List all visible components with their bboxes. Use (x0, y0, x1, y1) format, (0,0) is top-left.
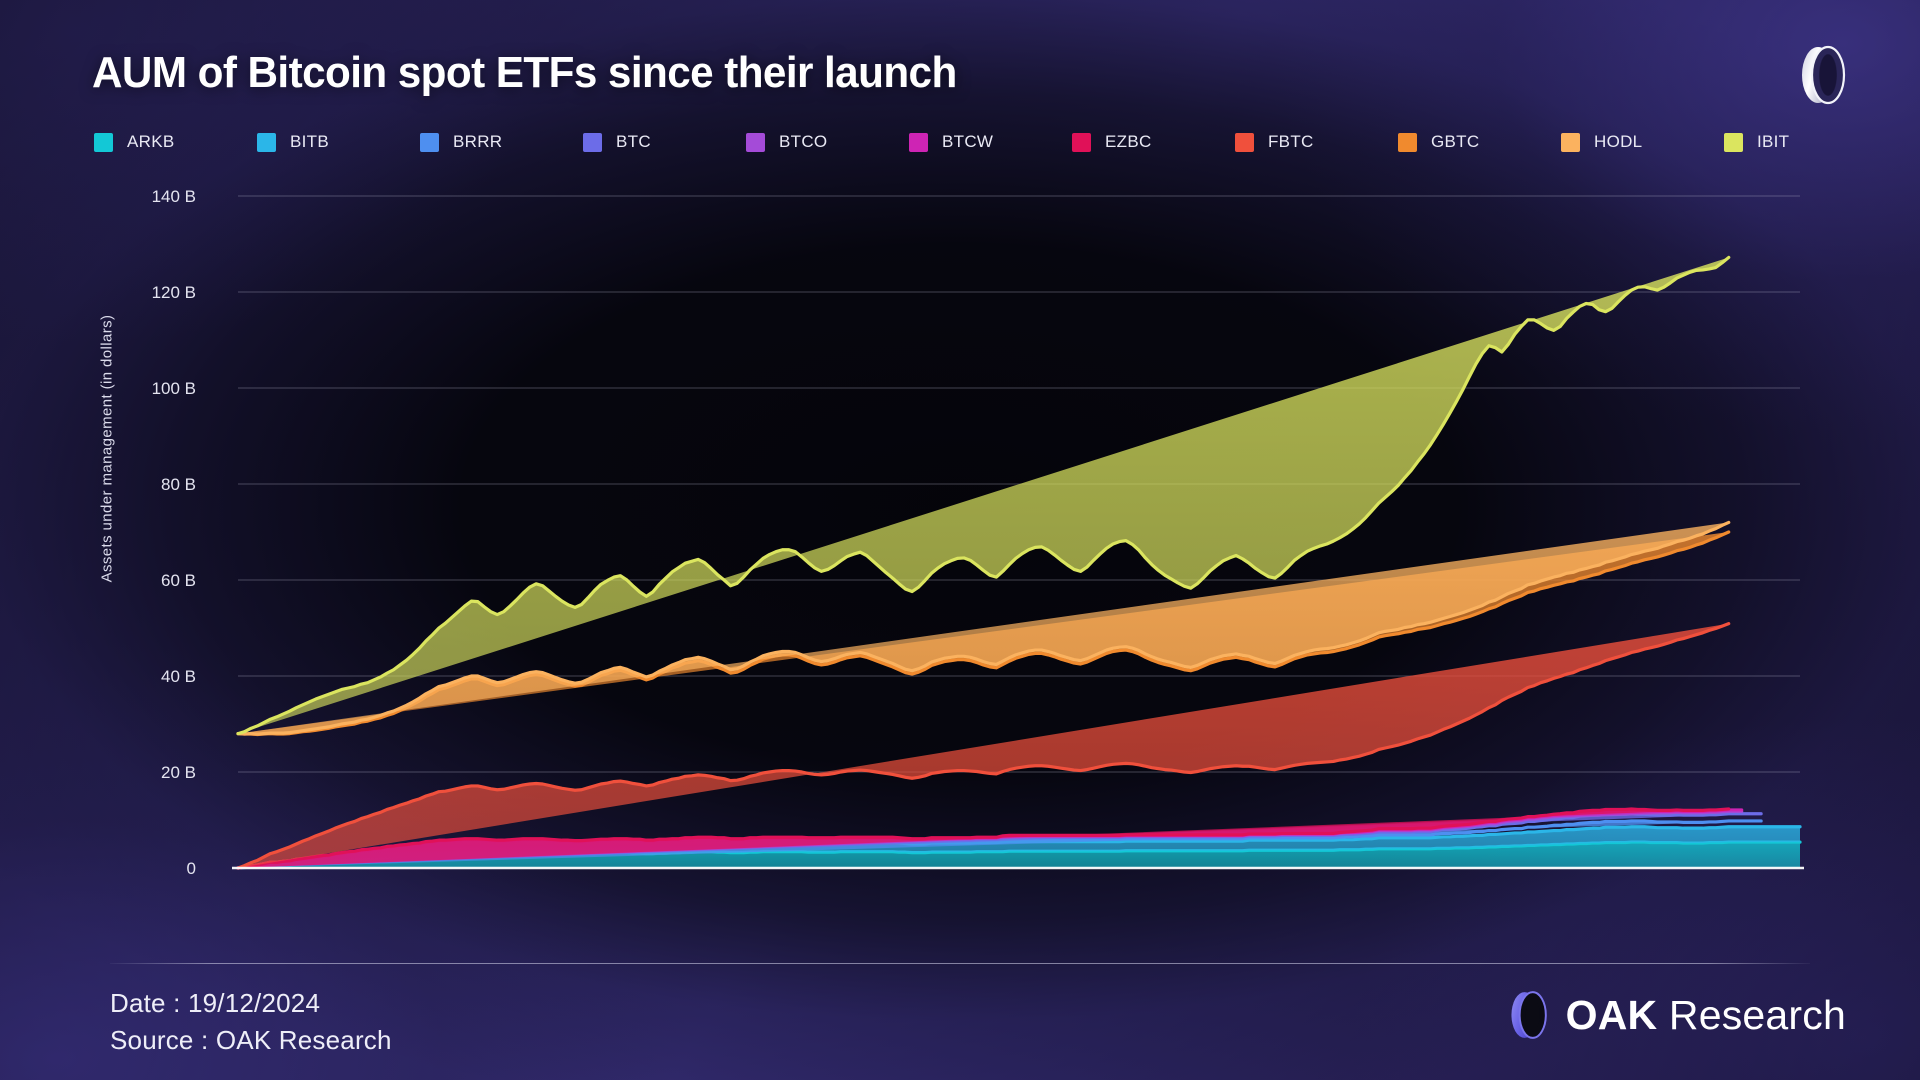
y-axis-tick-label: 140 B (152, 187, 196, 206)
legend-item-fbtc[interactable]: FBTC (1235, 129, 1314, 155)
legend-item-btc[interactable]: BTC (583, 129, 651, 155)
line-hodl (236, 520, 1731, 736)
legend-label-gbtc: GBTC (1431, 132, 1480, 151)
legend-item-bitb[interactable]: BITB (257, 129, 329, 155)
line-fbtc (236, 622, 1731, 870)
area-series-group (236, 255, 1802, 870)
brand-name-bold: OAK (1565, 991, 1658, 1038)
legend-label-fbtc: FBTC (1268, 132, 1314, 151)
legend-swatch-gbtc (1398, 132, 1417, 152)
legend-label-btcw: BTCW (942, 132, 994, 151)
legend-swatch-btco (746, 132, 765, 152)
area-hodl (238, 522, 1729, 735)
legend-label-ezbc: EZBC (1105, 132, 1152, 151)
legend-item-gbtc[interactable]: GBTC (1398, 129, 1479, 155)
y-axis-tick-label: 120 B (152, 283, 196, 302)
legend-item-ezbc[interactable]: EZBC (1072, 129, 1152, 155)
footer-date: Date : 19/12/2024 (110, 988, 321, 1018)
chart-legend: ARKB BITB BRRR BTC BTCO BTCW EZBC FBTC GBTC HODL I… (94, 129, 1834, 159)
legend-item-brrr[interactable]: BRRR (420, 129, 502, 155)
legend-label-bitb: BITB (290, 132, 329, 151)
legend-swatch-fbtc (1235, 132, 1254, 152)
legend-label-hodl: HODL (1594, 132, 1643, 151)
y-axis-tick-label: 80 B (161, 475, 196, 494)
legend-item-arkb[interactable]: ARKB (94, 129, 175, 155)
legend-swatch-brrr (420, 132, 439, 152)
y-axis-tick-label: 40 B (161, 667, 196, 686)
legend-label-brrr: BRRR (453, 132, 503, 151)
footer-divider (110, 963, 1810, 964)
area-arkb (238, 842, 1800, 868)
legend-swatch-btcw (909, 132, 928, 152)
footer-brand: OAK Research (1504, 988, 1846, 1042)
legend-label-btc: BTC (616, 132, 651, 151)
brand-wordmark: OAK Research (1566, 992, 1846, 1039)
oak-ring-logo-icon (1511, 991, 1547, 1039)
page-title: AUM of Bitcoin spot ETFs since their lau… (92, 48, 957, 97)
legend-swatch-ibit (1724, 132, 1743, 152)
y-axis-tick-label: 0 (187, 859, 196, 878)
legend-label-arkb: ARKB (127, 132, 175, 151)
footer-meta: Date : 19/12/2024 Source : OAK Research (110, 985, 392, 1059)
y-axis-tick-label: 60 B (161, 571, 196, 590)
legend-item-btcw[interactable]: BTCW (909, 129, 993, 155)
y-axis-tick-label: 100 B (152, 379, 196, 398)
legend-swatch-arkb (94, 132, 113, 152)
y-axis-tick-label: 20 B (161, 763, 196, 782)
legend-swatch-btc (583, 132, 602, 152)
footer-source: Source : OAK Research (110, 1024, 392, 1055)
brand-name-light: Research (1657, 991, 1846, 1038)
area-bitb (238, 826, 1800, 868)
area-fbtc (238, 623, 1729, 868)
legend-item-btco[interactable]: BTCO (746, 129, 827, 155)
line-ibit (236, 255, 1731, 736)
legend-item-hodl[interactable]: HODL (1561, 129, 1642, 155)
legend-label-btco: BTCO (779, 132, 828, 151)
line-ezbc (236, 807, 1731, 870)
legend-item-ibit[interactable]: IBIT (1724, 129, 1789, 155)
legend-swatch-hodl (1561, 132, 1580, 152)
oak-ring-logo-icon (1802, 45, 1846, 105)
legend-label-ibit: IBIT (1757, 132, 1790, 151)
legend-swatch-ezbc (1072, 132, 1091, 152)
legend-swatch-bitb (257, 132, 276, 152)
